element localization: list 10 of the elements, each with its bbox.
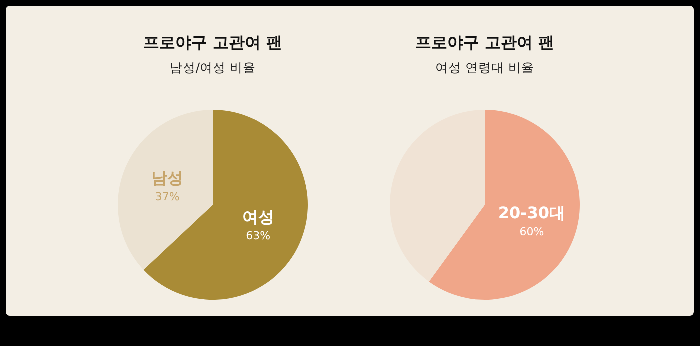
slice-label: 남성 — [152, 168, 184, 188]
chart-title: 프로야구 고관여 팬 — [143, 33, 283, 52]
data-label: 60% — [520, 225, 544, 238]
slice-label: 여성 — [242, 208, 274, 227]
chart-subtitle: 여성 연령대 비율 — [436, 60, 534, 75]
data-label: 63% — [246, 230, 271, 243]
chart-title: 프로야구 고관여 팬 — [415, 33, 555, 52]
data-label: 37% — [155, 190, 180, 204]
chart-subtitle: 남성/여성 비율 — [170, 60, 256, 75]
slice-label: 20-30대 — [498, 203, 566, 222]
